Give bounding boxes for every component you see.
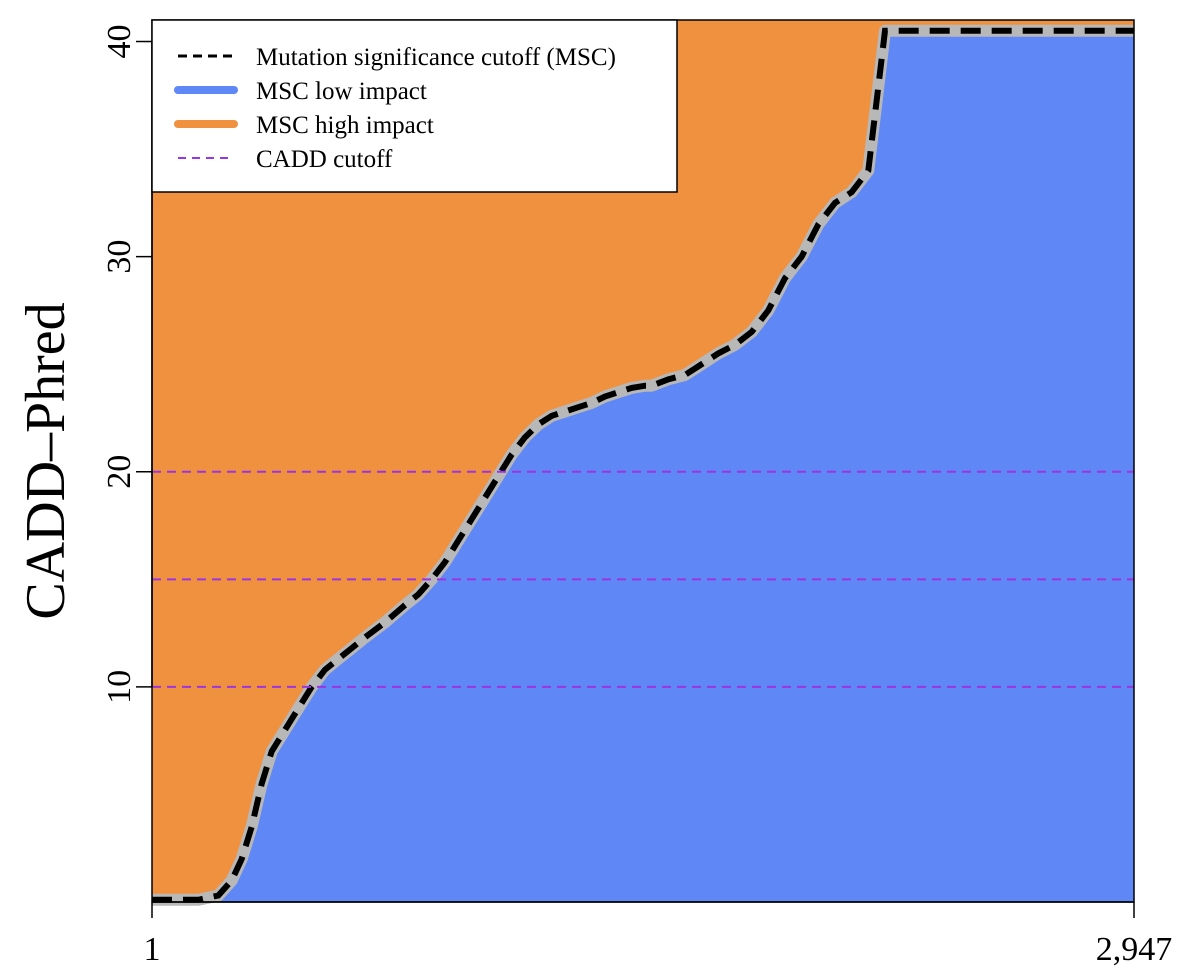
y-tick-label-20: 20 [101, 455, 138, 489]
msc-low-impact-area [152, 30, 1134, 903]
legend-label-msc-low-impact: MSC low impact [256, 78, 427, 105]
legend-label-cadd-cutoff: CADD cutoff [256, 146, 393, 173]
legend-box [151, 19, 678, 193]
legend-items: Mutation significance cutoff (MSC) MSC lo… [174, 44, 616, 173]
legend-label-msc-high-impact: MSC high impact [256, 112, 434, 139]
x-axis: 1 2,947 [144, 901, 1173, 968]
y-tick-label-30: 30 [101, 240, 138, 274]
legend: Mutation significance cutoff (MSC) MSC lo… [151, 19, 678, 193]
y-tick-label-40: 40 [101, 25, 138, 59]
y-axis: 10 20 30 40 [101, 25, 153, 704]
y-tick-label-10: 10 [101, 670, 138, 704]
x-tick-label-0: 1 [144, 931, 161, 968]
msc-curve [152, 27, 1134, 903]
legend-label-mutation-significance-cutoff-msc: Mutation significance cutoff (MSC) [256, 44, 616, 71]
x-tick-label-1: 2,947 [1096, 931, 1173, 968]
cadd-cutoff-lines [152, 470, 1134, 688]
y-axis-title: CADD–Phred [15, 302, 77, 619]
